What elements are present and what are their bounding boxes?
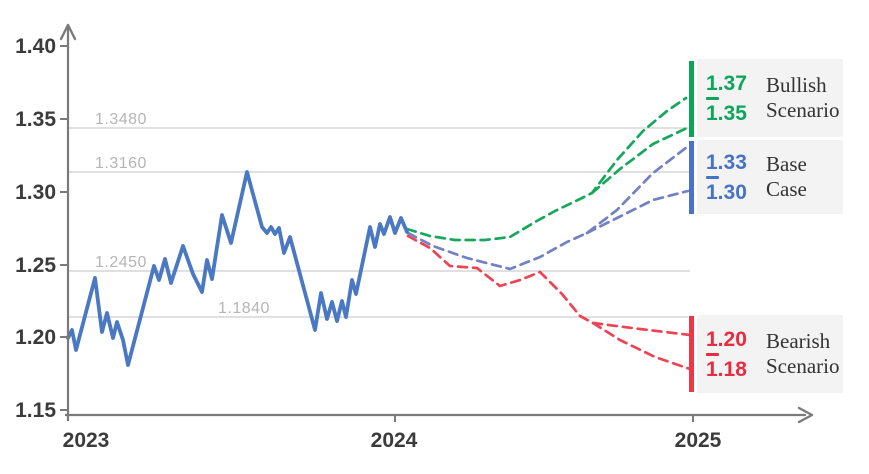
y-tick-label-1.15: 1.15 (15, 399, 56, 422)
bullish-range-values: 1.37 1.35 (706, 73, 752, 124)
gridline-label-1.2450: 1.2450 (95, 254, 147, 271)
x-tick-label-2025: 2025 (675, 429, 722, 452)
base-upper-forecast (406, 145, 689, 271)
y-tick-label-1.35: 1.35 (15, 108, 56, 131)
bullish-scenario-label: Bullish Scenario (766, 73, 839, 123)
bullish-low-value: 1.35 (706, 101, 747, 125)
scenario-card-base: 1.33 1.30 Base Case (697, 140, 843, 214)
bullish-high-value: 1.37 (706, 71, 747, 95)
historical-line (66, 170, 409, 367)
bearish-range-values: 1.20 1.18 (706, 329, 752, 380)
bearish-high-value: 1.20 (706, 327, 747, 351)
base-lower-forecast (585, 189, 690, 235)
range-dash-icon (706, 352, 719, 356)
y-axis-arrow-icon (59, 23, 77, 41)
base-scenario-label: Base Case (766, 152, 807, 202)
bearish-lower-forecast (591, 321, 692, 371)
bullish-range-bar (689, 61, 694, 137)
x-tick-label-2023: 2023 (63, 429, 110, 452)
gridline-label-1.1840: 1.1840 (218, 300, 270, 317)
y-tick-label-1.30: 1.30 (15, 181, 56, 204)
base-low-value: 1.30 (706, 180, 747, 204)
base-name-line2: Case (766, 177, 807, 201)
bullish-upper-forecast (405, 96, 688, 242)
gridline-label-1.3160: 1.3160 (95, 155, 147, 172)
bearish-name-line1: Bearish (766, 328, 831, 353)
bearish-low-value: 1.18 (706, 357, 747, 381)
bullish-name-line1: Bullish (766, 72, 827, 97)
scenario-card-bullish: 1.37 1.35 Bullish Scenario (697, 59, 843, 137)
bullish-lower-forecast (590, 126, 689, 195)
bearish-name-line2: Scenario (766, 354, 840, 378)
base-name-line1: Base (766, 151, 807, 176)
y-tick-label-1.40: 1.40 (15, 35, 56, 58)
bullish-name-line2: Scenario (766, 98, 840, 122)
scenario-card-bearish: 1.20 1.18 Bearish Scenario (697, 315, 843, 393)
range-dash-icon (706, 96, 719, 100)
x-tick-label-2024: 2024 (371, 429, 418, 452)
base-range-values: 1.33 1.30 (706, 152, 752, 203)
y-tick-label-1.25: 1.25 (15, 254, 56, 277)
range-dash-icon (706, 175, 719, 179)
y-tick-label-1.20: 1.20 (15, 326, 56, 349)
bearish-range-bar (689, 316, 694, 392)
bearish-scenario-label: Bearish Scenario (766, 329, 839, 379)
gridline-label-1.3480: 1.3480 (95, 111, 147, 128)
base-high-value: 1.33 (706, 150, 747, 174)
bearish-upper-forecast (406, 234, 692, 337)
base-range-bar (689, 141, 694, 214)
x-axis-arrow-icon (797, 406, 814, 424)
